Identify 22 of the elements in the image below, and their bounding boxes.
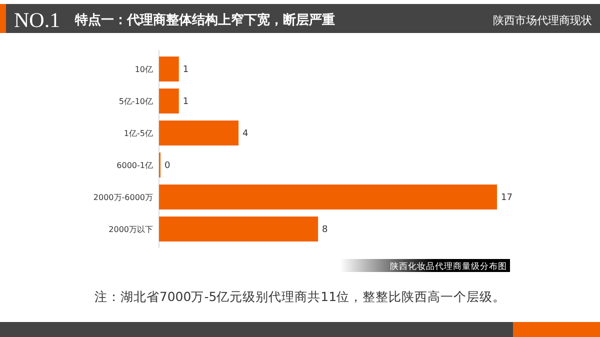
text: 陕西化妆品代理商量级分布图 xyxy=(390,261,507,272)
y-tick-label: 2000万以下 xyxy=(108,224,153,234)
data-label: 8 xyxy=(322,225,328,236)
y-tick-label: 5亿-10亿 xyxy=(118,96,153,106)
y-tick-label: 1亿-5亿 xyxy=(124,128,153,138)
data-label: 0 xyxy=(164,161,170,172)
bar xyxy=(159,120,239,146)
bar xyxy=(159,184,497,210)
data-label: 4 xyxy=(242,129,249,140)
text: NO.1 xyxy=(14,8,60,32)
bar xyxy=(159,56,179,82)
chart-title: 特点一：代理商整体结构上窄下宽，断层严重 xyxy=(74,12,335,28)
data-label: 17 xyxy=(501,193,512,204)
y-tick-label: 10亿 xyxy=(134,64,153,74)
bar xyxy=(159,88,179,114)
text: 注：湖北省7000万-5亿元级别代理商共11位，整整比陕西高一个层级。 xyxy=(94,289,506,304)
data-label: 1 xyxy=(182,97,189,108)
bar xyxy=(159,216,318,242)
text: 陕西市场代理商现状 xyxy=(493,14,592,27)
y-tick-label: 6000-1亿 xyxy=(116,160,153,170)
y-tick-label: 2000万-6000万 xyxy=(93,192,153,202)
data-label: 1 xyxy=(182,65,189,76)
